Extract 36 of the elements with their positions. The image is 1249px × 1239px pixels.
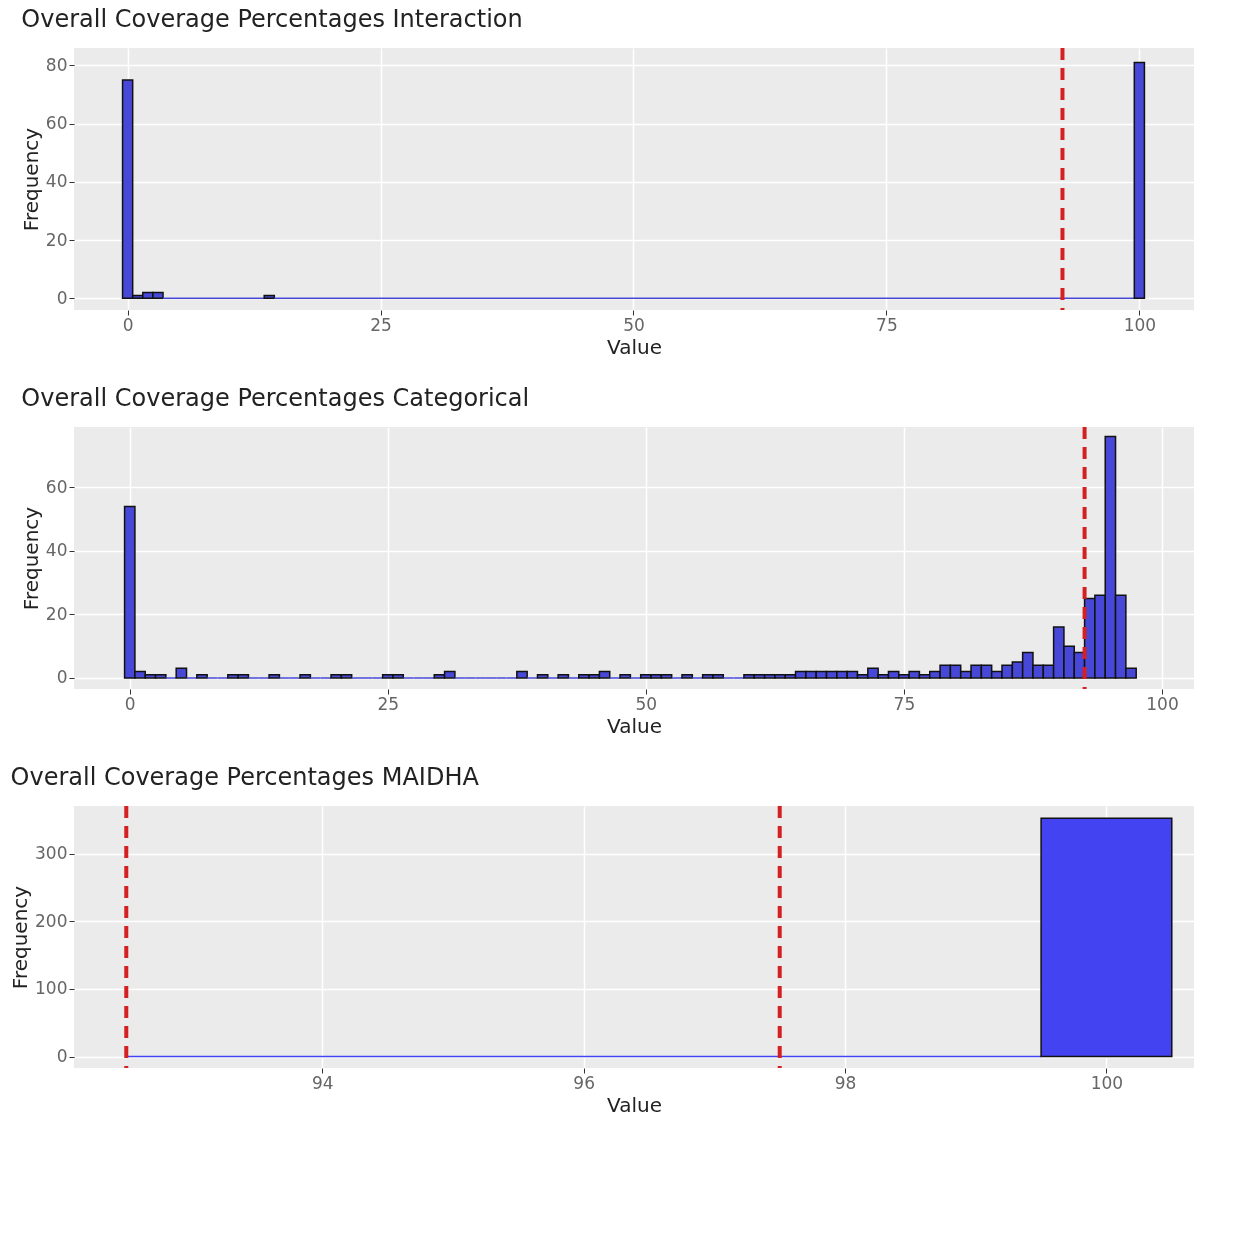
x-tick-label: 50 (635, 693, 658, 714)
x-tick-label: 100 (1090, 1072, 1124, 1093)
y-tick-label: 100 (35, 978, 68, 999)
y-tick-label: 0 (56, 1046, 68, 1067)
y-axis-title: Frequency (18, 127, 43, 232)
x-axis-title: Value (607, 334, 662, 359)
y-tick-label: 40 (45, 540, 68, 561)
y-tick-label: 80 (45, 54, 68, 75)
y-axis-title: Frequency (18, 506, 43, 611)
chart-title: Overall Coverage Percentages Categorical (21, 384, 530, 412)
y-axis-title: Frequency (8, 885, 33, 990)
x-tick-label: 0 (122, 314, 134, 335)
x-tick-label: 25 (377, 693, 400, 714)
y-tick-label: 40 (45, 171, 68, 192)
y-tick-label: 0 (56, 287, 68, 308)
y-tick-label: 60 (45, 476, 68, 497)
x-tick-label: 0 (124, 693, 136, 714)
y-tick-label: 200 (35, 910, 68, 931)
x-tick-label: 75 (876, 314, 898, 335)
y-tick-label: 0 (56, 667, 68, 688)
x-tick-label: 100 (1123, 314, 1157, 335)
chart-title: Overall Coverage Percentages Interaction (21, 5, 523, 33)
y-tick-label: 20 (45, 603, 68, 624)
y-tick-label: 60 (45, 113, 68, 134)
y-tick-label: 300 (35, 843, 68, 864)
x-tick-label: 96 (573, 1072, 596, 1093)
x-axis-title: Value (607, 1092, 662, 1117)
x-tick-label: 94 (311, 1072, 334, 1093)
x-axis-title: Value (607, 713, 662, 738)
y-tick-label: 20 (45, 229, 68, 250)
x-tick-label: 75 (893, 693, 916, 714)
x-tick-label: 50 (623, 314, 645, 335)
x-tick-label: 98 (834, 1072, 857, 1093)
x-tick-label: 25 (370, 314, 392, 335)
x-tick-label: 100 (1146, 693, 1179, 714)
chart-title: Overall Coverage Percentages MAIDHA (10, 763, 480, 791)
